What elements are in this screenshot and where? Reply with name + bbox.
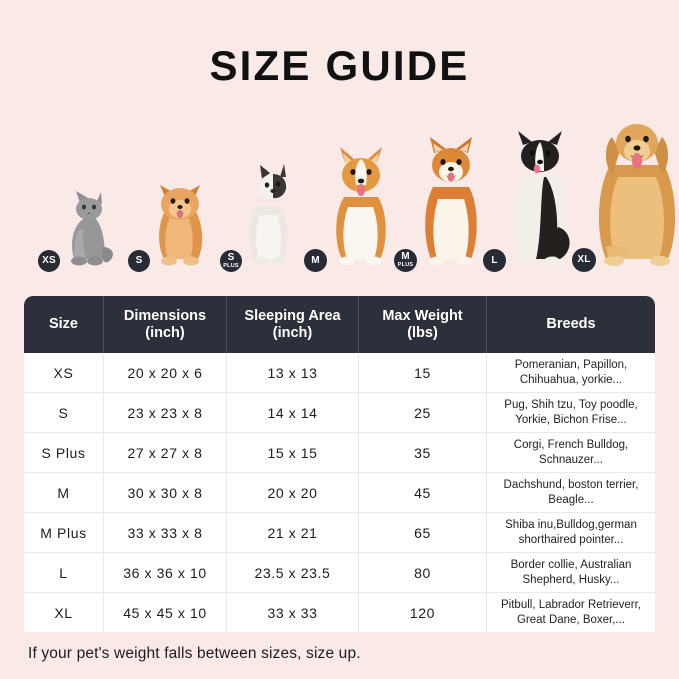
cell-sleeping-area: 33 x 33 — [227, 593, 359, 633]
cell-breeds: Corgi, French Bulldog, Schnauzer... — [513, 438, 629, 466]
page-title: SIZE GUIDE — [209, 42, 470, 89]
size-badge-s-plus: S PLUS — [220, 250, 242, 272]
pet-figure-m-plus: M PLUS — [394, 137, 496, 272]
cell-size: M — [24, 473, 104, 513]
pet-figure-s: S — [128, 177, 218, 272]
cell-size: M Plus — [24, 513, 104, 553]
cell-dimensions: 30 x 30 x 8 — [104, 473, 227, 513]
cell-breeds: Pitbull, Labrador Retrieverr, Great Dane… — [501, 598, 641, 626]
sizing-note: If your pet's weight falls between sizes… — [28, 645, 361, 662]
cell-max-weight: 45 — [359, 473, 487, 513]
dog-icon: S PLUS — [220, 163, 304, 272]
column-header-breeds: Breeds — [546, 316, 596, 333]
cell-dimensions: 20 x 20 x 6 — [104, 353, 227, 393]
cell-max-weight: 35 — [359, 433, 487, 473]
pet-size-illustrations: XS — [24, 124, 676, 272]
pet-figure-l: L — [483, 131, 584, 272]
size-badge-m-plus: M PLUS — [394, 249, 417, 272]
table-row: S 23 x 23 x 8 14 x 14 25 Pug, Shih tzu, … — [24, 393, 655, 434]
cell-breeds: Pug, Shih tzu, Toy poodle, Yorkie, Bicho… — [504, 398, 638, 426]
cell-dimensions: 23 x 23 x 8 — [104, 393, 227, 433]
cell-max-weight: 120 — [359, 593, 487, 633]
table-row: XL 45 x 45 x 10 33 x 33 120 Pitbull, Lab… — [24, 593, 655, 633]
size-badge-xl: XL — [572, 248, 596, 272]
cell-size: S — [24, 393, 104, 433]
dog-icon: XL — [572, 115, 679, 272]
cell-size: XS — [24, 353, 104, 393]
cell-breeds: Pomeranian, Papillon, Chihuahua, yorkie.… — [514, 358, 628, 386]
size-guide-table: Size Dimensions (inch) Sleeping Area (in… — [24, 296, 655, 633]
cell-sleeping-area: 14 x 14 — [227, 393, 359, 433]
cat-icon: XS — [38, 187, 122, 272]
size-badge-s: S — [128, 250, 150, 272]
column-header-max-weight: Max Weight (lbs) — [359, 296, 487, 354]
cell-dimensions: 27 x 27 x 8 — [104, 433, 227, 473]
cell-size: S Plus — [24, 433, 104, 473]
pet-figure-xs: XS — [38, 187, 122, 272]
table-row: XS 20 x 20 x 6 13 x 13 15 Pomeranian, Pa… — [24, 353, 655, 394]
table-row: M 30 x 30 x 8 20 x 20 45 Dachshund, bost… — [24, 473, 655, 514]
table-row: S Plus 27 x 27 x 8 15 x 15 35 Corgi, Fre… — [24, 433, 655, 474]
table-row: M Plus 33 x 33 x 8 21 x 21 65 Shiba inu,… — [24, 513, 655, 554]
table-row: L 36 x 36 x 10 23.5 x 23.5 80 Border col… — [24, 553, 655, 594]
column-header-sleeping-area: Sleeping Area (inch) — [227, 296, 359, 354]
size-badge-m: M — [304, 249, 327, 272]
dog-icon: M — [304, 145, 406, 272]
size-badge-l: L — [483, 249, 506, 272]
cell-dimensions: 33 x 33 x 8 — [104, 513, 227, 553]
cell-sleeping-area: 20 x 20 — [227, 473, 359, 513]
cell-max-weight: 25 — [359, 393, 487, 433]
pet-figure-s-plus: S PLUS — [220, 163, 304, 272]
cell-dimensions: 45 x 45 x 10 — [104, 593, 227, 633]
cell-max-weight: 65 — [359, 513, 487, 553]
dog-icon: L — [483, 131, 584, 272]
cell-max-weight: 15 — [359, 353, 487, 393]
cell-sleeping-area: 13 x 13 — [227, 353, 359, 393]
cell-size: L — [24, 553, 104, 593]
dog-icon: S — [128, 177, 218, 272]
column-header-size: Size — [24, 296, 104, 354]
cell-sleeping-area: 23.5 x 23.5 — [227, 553, 359, 593]
size-badge-xs: XS — [38, 250, 60, 272]
cell-sleeping-area: 21 x 21 — [227, 513, 359, 553]
cell-sleeping-area: 15 x 15 — [227, 433, 359, 473]
column-header-dimensions: Dimensions (inch) — [104, 296, 227, 354]
dog-icon: M PLUS — [394, 137, 496, 272]
cell-max-weight: 80 — [359, 553, 487, 593]
pet-figure-xl: XL — [572, 115, 679, 272]
pet-figure-m: M — [304, 145, 406, 272]
cell-breeds: Border collie, Australian Shepherd, Husk… — [510, 558, 632, 586]
cell-breeds: Shiba inu,Bulldog,german shorthaired poi… — [505, 518, 637, 546]
table-header-row: Size Dimensions (inch) Sleeping Area (in… — [24, 296, 655, 354]
cell-breeds: Dachshund, boston terrier, Beagle... — [503, 478, 639, 506]
cell-size: XL — [24, 593, 104, 633]
cell-dimensions: 36 x 36 x 10 — [104, 553, 227, 593]
